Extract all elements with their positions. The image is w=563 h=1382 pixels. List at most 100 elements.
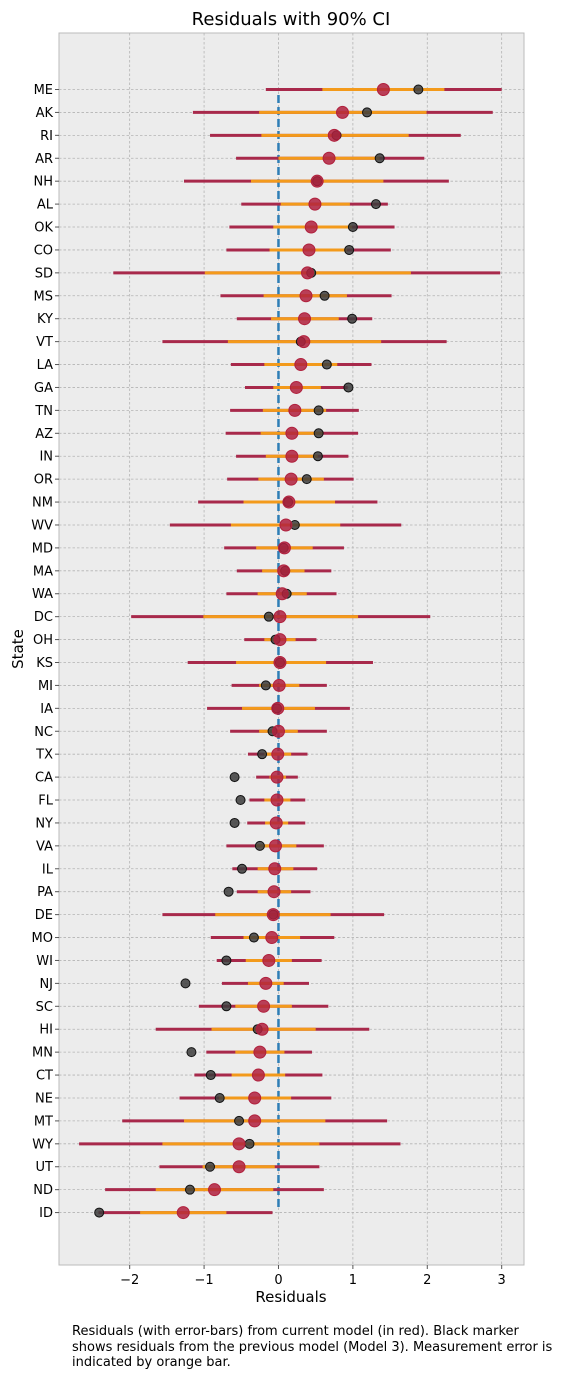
- previous-marker-mn: [186, 1047, 197, 1058]
- previous-marker-il: [237, 863, 248, 874]
- previous-marker-al: [370, 199, 381, 210]
- previous-marker-sc: [221, 1001, 232, 1012]
- y-tick-label-ny: NY: [35, 816, 53, 831]
- y-tick-label-vt: VT: [36, 335, 53, 350]
- y-tick-label-az: AZ: [35, 427, 53, 442]
- residuals-chart: ME AK RI AR NH AL OK CO SD MS KY VT LA GA TN AZ IN OR NM WV…: [9, 9, 525, 1306]
- current-marker-ne: [248, 1091, 262, 1105]
- y-tick-label-il: IL: [42, 862, 54, 877]
- current-marker-ak: [335, 105, 349, 119]
- previous-marker-la: [321, 359, 332, 370]
- y-tick-label-ne: NE: [35, 1091, 53, 1106]
- x-tick-label: 0: [274, 1273, 282, 1288]
- y-tick-label-al: AL: [37, 198, 54, 213]
- previous-marker-ky: [347, 313, 358, 324]
- current-marker-nm: [282, 495, 296, 509]
- y-tick-label-de: DE: [35, 908, 53, 923]
- current-marker-tx: [271, 747, 285, 761]
- y-tick-label-pa: PA: [37, 885, 53, 900]
- current-marker-ma: [277, 564, 291, 578]
- y-tick-label-fl: FL: [38, 794, 53, 809]
- y-tick-label-ca: CA: [35, 771, 53, 786]
- y-tick-label-nm: NM: [32, 496, 53, 511]
- current-marker-or: [284, 472, 298, 486]
- previous-marker-wi: [221, 955, 232, 966]
- current-marker-ar: [322, 151, 336, 165]
- y-tick-label-mi: MI: [38, 679, 53, 694]
- previous-marker-ms: [319, 290, 330, 301]
- y-tick-label-or: OR: [34, 473, 53, 488]
- y-tick-label-ut: UT: [36, 1160, 54, 1175]
- current-marker-md: [277, 541, 291, 555]
- y-tick-label-nd: ND: [33, 1183, 53, 1198]
- current-marker-il: [268, 862, 282, 876]
- current-marker-de: [266, 908, 280, 922]
- y-tick-label-wv: WV: [31, 518, 53, 533]
- y-tick-label-sd: SD: [35, 266, 53, 281]
- current-marker-ks: [273, 656, 287, 669]
- plot-area: [58, 32, 525, 1266]
- current-marker-in: [285, 449, 299, 463]
- y-tick-label-ar: AR: [35, 152, 53, 167]
- current-marker-fl: [270, 793, 284, 807]
- current-marker-dc: [273, 610, 287, 624]
- figure-caption: Residuals (with error-bars) from current…: [72, 1324, 553, 1370]
- previous-marker-ak: [362, 107, 373, 118]
- y-tick-label-ms: MS: [34, 289, 53, 304]
- current-marker-ri: [327, 128, 341, 142]
- y-tick-label-tx: TX: [35, 748, 53, 763]
- x-tick-label: −2: [120, 1273, 139, 1288]
- previous-marker-co: [344, 244, 355, 255]
- y-tick-label-ak: AK: [36, 106, 54, 121]
- previous-marker-dc: [263, 611, 274, 622]
- previous-marker-mt: [234, 1115, 245, 1126]
- y-tick-label-ky: KY: [37, 312, 53, 327]
- current-marker-la: [294, 358, 308, 372]
- current-marker-va: [269, 839, 283, 853]
- y-tick-label-me: ME: [34, 83, 53, 98]
- y-tick-label-wa: WA: [32, 587, 53, 602]
- y-tick-label-ok: OK: [34, 221, 53, 236]
- current-marker-nd: [207, 1183, 221, 1197]
- y-tick-label-ma: MA: [33, 564, 53, 579]
- current-marker-ga: [289, 380, 303, 394]
- x-tick-label: 1: [349, 1273, 357, 1288]
- y-tick-label-in: IN: [39, 450, 53, 465]
- y-tick-label-dc: DC: [34, 610, 53, 625]
- current-marker-wy: [232, 1137, 246, 1151]
- y-tick-label-ks: KS: [36, 656, 53, 671]
- current-marker-mo: [265, 931, 279, 945]
- y-tick-label-sc: SC: [36, 1000, 53, 1015]
- y-tick-label-nj: NJ: [39, 977, 53, 992]
- current-marker-ct: [251, 1068, 265, 1082]
- previous-marker-tx: [257, 749, 268, 760]
- current-marker-sd: [300, 266, 314, 280]
- current-marker-mt: [248, 1114, 262, 1128]
- x-axis-label: Residuals: [255, 1288, 326, 1306]
- y-tick-label-va: VA: [36, 839, 53, 854]
- chart-title: Residuals with 90% CI: [192, 9, 391, 30]
- y-tick-label-mn: MN: [32, 1046, 53, 1061]
- previous-marker-ct: [205, 1070, 216, 1081]
- y-tick-label-oh: OH: [33, 633, 53, 648]
- previous-marker-va: [254, 840, 265, 851]
- previous-marker-wy: [244, 1138, 255, 1149]
- current-marker-wa: [275, 587, 289, 601]
- previous-marker-nj: [180, 978, 191, 989]
- y-tick-label-nc: NC: [34, 725, 53, 740]
- x-tick-label: −1: [194, 1273, 213, 1288]
- current-marker-ky: [298, 312, 312, 326]
- previous-marker-ok: [347, 222, 358, 233]
- y-tick-label-tn: TN: [34, 404, 53, 419]
- current-marker-ia: [271, 701, 285, 715]
- previous-marker-ca: [229, 772, 240, 783]
- current-marker-nj: [259, 976, 273, 990]
- previous-marker-or: [301, 474, 312, 485]
- x-tick-labels: −2 −1 0 1 2 3: [120, 1265, 506, 1288]
- y-tick-label-la: LA: [37, 358, 54, 373]
- y-tick-label-md: MD: [32, 541, 53, 556]
- current-marker-co: [302, 243, 316, 257]
- y-tick-label-wi: WI: [36, 954, 53, 969]
- y-tick-label-ia: IA: [40, 702, 53, 717]
- y-tick-label-ct: CT: [36, 1069, 53, 1084]
